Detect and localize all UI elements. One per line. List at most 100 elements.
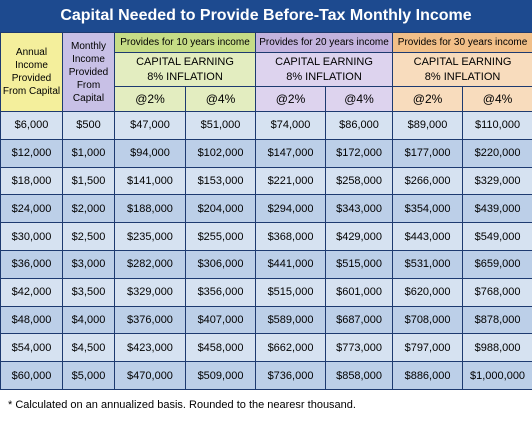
cell: $42,000 xyxy=(0,277,63,307)
data-row: $6,000 $500 $47,000 $51,000 $74,000 $86,000 $8… xyxy=(0,111,532,140)
group-label: Provides for 30 years income xyxy=(392,32,532,53)
cell: $858,000 xyxy=(325,361,394,390)
cell: $329,000 xyxy=(462,166,532,196)
cell: $500 xyxy=(62,111,115,140)
cell: $1,500 xyxy=(62,166,115,196)
cell: $878,000 xyxy=(462,305,532,335)
cell: $988,000 xyxy=(462,333,532,363)
data-row: $18,000 $1,500 $141,000 $153,000 $221,000 $25… xyxy=(0,166,532,196)
cell: $255,000 xyxy=(184,222,257,251)
rate-header: @4% xyxy=(184,86,257,112)
cell: $147,000 xyxy=(255,138,327,168)
rate-header: @2% xyxy=(114,86,186,112)
cell: $36,000 xyxy=(0,249,63,279)
rate-header: @2% xyxy=(392,86,464,112)
cell: $515,000 xyxy=(325,249,394,279)
group-sublabel: CAPITAL EARNING 8% INFLATION xyxy=(255,52,394,87)
cell: $768,000 xyxy=(462,277,532,307)
cell: $6,000 xyxy=(0,111,63,140)
cell: $74,000 xyxy=(255,111,327,140)
cell: $620,000 xyxy=(392,277,464,307)
cell: $773,000 xyxy=(325,333,394,363)
cell: $2,000 xyxy=(62,194,115,224)
header-annual: Annual Income Provided From Capital xyxy=(0,32,63,112)
cell: $531,000 xyxy=(392,249,464,279)
rate-header: @2% xyxy=(255,86,327,112)
cell: $708,000 xyxy=(392,305,464,335)
group-sublabel: CAPITAL EARNING 8% INFLATION xyxy=(113,52,257,87)
data-row: $54,000 $4,500 $423,000 $458,000 $662,000 $77… xyxy=(0,333,532,363)
cell: $30,000 xyxy=(0,222,63,251)
data-row: $24,000 $2,000 $188,000 $204,000 $294,000 $34… xyxy=(0,194,532,224)
cell: $177,000 xyxy=(392,138,464,168)
cell: $5,000 xyxy=(62,361,115,390)
cell: $153,000 xyxy=(184,166,257,196)
cell: $470,000 xyxy=(114,361,186,390)
cell: $18,000 xyxy=(0,166,63,196)
cell: $376,000 xyxy=(114,305,186,335)
cell: $47,000 xyxy=(114,111,186,140)
cell: $220,000 xyxy=(462,138,532,168)
data-row: $30,000 $2,500 $235,000 $255,000 $368,000 $42… xyxy=(0,222,532,251)
cell: $687,000 xyxy=(325,305,394,335)
cell: $439,000 xyxy=(462,194,532,224)
cell: $423,000 xyxy=(114,333,186,363)
rate-header: @4% xyxy=(325,86,394,112)
cell: $659,000 xyxy=(462,249,532,279)
cell: $458,000 xyxy=(184,333,257,363)
cell: $54,000 xyxy=(0,333,63,363)
cell: $343,000 xyxy=(325,194,394,224)
cell: $4,000 xyxy=(62,305,115,335)
header-row: Annual Income Provided From Capital Month… xyxy=(0,32,532,112)
cell: $1,000 xyxy=(62,138,115,168)
cell: $204,000 xyxy=(184,194,257,224)
cell: $356,000 xyxy=(184,277,257,307)
table: Annual Income Provided From Capital Month… xyxy=(0,32,532,390)
cell: $4,500 xyxy=(62,333,115,363)
cell: $429,000 xyxy=(325,222,394,251)
cell: $886,000 xyxy=(392,361,464,390)
cell: $294,000 xyxy=(255,194,327,224)
cell: $266,000 xyxy=(392,166,464,196)
cell: $329,000 xyxy=(114,277,186,307)
data-row: $60,000 $5,000 $470,000 $509,000 $736,000 $85… xyxy=(0,361,532,390)
data-row: $48,000 $4,000 $376,000 $407,000 $589,000 $68… xyxy=(0,305,532,335)
header-monthly: Monthly Income Provided From Capital xyxy=(62,32,115,112)
cell: $1,000,000 xyxy=(462,361,532,390)
cell: $549,000 xyxy=(462,222,532,251)
cell: $24,000 xyxy=(0,194,63,224)
cell: $354,000 xyxy=(392,194,464,224)
cell: $368,000 xyxy=(255,222,327,251)
header-row: CAPITAL EARNING 8% INFLATION CAPITAL EARN… xyxy=(1,52,532,87)
cell: $51,000 xyxy=(184,111,257,140)
group-label: Provides for 10 years income xyxy=(113,32,257,53)
cell: $258,000 xyxy=(325,166,394,196)
data-row: $36,000 $3,000 $282,000 $306,000 $441,000 $51… xyxy=(0,249,532,279)
title: Capital Needed to Provide Before-Tax Mon… xyxy=(0,0,532,32)
cell: $188,000 xyxy=(114,194,186,224)
cell: $515,000 xyxy=(255,277,327,307)
cell: $102,000 xyxy=(184,138,257,168)
cell: $306,000 xyxy=(184,249,257,279)
cell: $3,500 xyxy=(62,277,115,307)
cell: $60,000 xyxy=(0,361,63,390)
footnote: * Calculated on an annualized basis. Rou… xyxy=(8,398,356,411)
cell: $235,000 xyxy=(114,222,186,251)
header-row: @2% @4% @2% @4% @2% @4% xyxy=(1,86,532,112)
cell: $172,000 xyxy=(325,138,394,168)
rate-header: @4% xyxy=(462,86,532,112)
cell: $94,000 xyxy=(114,138,186,168)
cell: $3,000 xyxy=(62,249,115,279)
cell: $282,000 xyxy=(114,249,186,279)
cell: $601,000 xyxy=(325,277,394,307)
cell: $443,000 xyxy=(392,222,464,251)
cell: $86,000 xyxy=(325,111,394,140)
cell: $221,000 xyxy=(255,166,327,196)
group-label: Provides for 20 years income xyxy=(255,32,394,53)
cell: $12,000 xyxy=(0,138,63,168)
cell: $48,000 xyxy=(0,305,63,335)
cell: $441,000 xyxy=(255,249,327,279)
cell: $509,000 xyxy=(184,361,257,390)
group-sublabel: CAPITAL EARNING 8% INFLATION xyxy=(392,52,532,87)
